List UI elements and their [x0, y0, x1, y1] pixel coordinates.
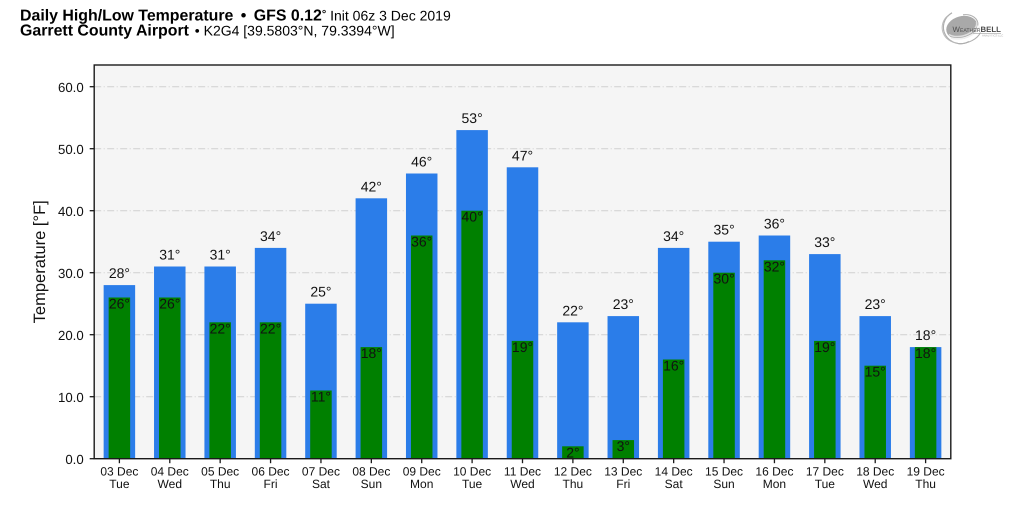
svg-text:Sun: Sun — [713, 477, 734, 491]
svg-text:Sat: Sat — [665, 477, 684, 491]
svg-text:08 Dec: 08 Dec — [352, 465, 390, 479]
svg-text:40°: 40° — [462, 209, 483, 225]
svg-text:26°: 26° — [109, 296, 130, 312]
svg-text:16°: 16° — [663, 358, 684, 374]
svg-text:Wed: Wed — [863, 477, 887, 491]
svg-text:19 Dec: 19 Dec — [907, 465, 945, 479]
svg-text:Tue: Tue — [462, 477, 483, 491]
svg-text:13 Dec: 13 Dec — [604, 465, 642, 479]
svg-text:50.0: 50.0 — [58, 142, 84, 157]
svg-text:23°: 23° — [613, 296, 634, 312]
svg-text:32°: 32° — [764, 258, 785, 274]
svg-text:Sun: Sun — [361, 477, 382, 491]
svg-text:3°: 3° — [617, 438, 630, 454]
svg-text:33°: 33° — [814, 234, 835, 250]
svg-text:18 Dec: 18 Dec — [856, 465, 894, 479]
svg-text:34°: 34° — [260, 228, 281, 244]
svg-text:15°: 15° — [865, 364, 886, 380]
svg-text:Thu: Thu — [563, 477, 584, 491]
svg-text:34°: 34° — [663, 228, 684, 244]
svg-text:36°: 36° — [764, 216, 785, 232]
svg-text:0.0: 0.0 — [65, 452, 83, 467]
svg-text:05 Dec: 05 Dec — [201, 465, 239, 479]
svg-text:Temperature [°F]: Temperature [°F] — [31, 200, 49, 323]
svg-text:22°: 22° — [562, 302, 583, 318]
svg-text:18°: 18° — [361, 345, 382, 361]
svg-text:53°: 53° — [462, 110, 483, 126]
svg-text:46°: 46° — [411, 154, 432, 170]
svg-text:60.0: 60.0 — [58, 80, 84, 95]
svg-text:ANALYTICS LLC: ANALYTICS LLC — [982, 34, 1003, 38]
svg-text:11 Dec: 11 Dec — [504, 465, 541, 479]
svg-text:12 Dec: 12 Dec — [554, 465, 592, 479]
svg-text:10 Dec: 10 Dec — [453, 465, 491, 479]
svg-text:Tue: Tue — [109, 477, 130, 491]
svg-text:09 Dec: 09 Dec — [403, 465, 441, 479]
svg-text:04 Dec: 04 Dec — [151, 465, 189, 479]
svg-text:31°: 31° — [210, 247, 231, 263]
svg-text:28°: 28° — [109, 265, 130, 281]
svg-text:Mon: Mon — [763, 477, 786, 491]
svg-text:19°: 19° — [512, 339, 533, 355]
svg-text:19°: 19° — [814, 339, 835, 355]
svg-text:Sat: Sat — [312, 477, 331, 491]
svg-text:31°: 31° — [159, 247, 180, 263]
svg-text:WEATHERBELL: WEATHERBELL — [953, 25, 1002, 34]
svg-text:Tue: Tue — [815, 477, 836, 491]
svg-text:18°: 18° — [915, 345, 936, 361]
svg-text:Fri: Fri — [264, 477, 278, 491]
svg-text:40.0: 40.0 — [58, 204, 84, 219]
svg-text:07 Dec: 07 Dec — [302, 465, 340, 479]
svg-text:2°: 2° — [566, 444, 579, 460]
svg-text:18°: 18° — [915, 327, 936, 343]
svg-text:Wed: Wed — [158, 477, 182, 491]
svg-text:15 Dec: 15 Dec — [705, 465, 743, 479]
svg-text:Wed: Wed — [510, 477, 534, 491]
svg-text:06 Dec: 06 Dec — [252, 465, 290, 479]
svg-text:Garrett County Airport • K2G4: Garrett County Airport • K2G4 [39.5803°N… — [20, 23, 395, 40]
svg-text:35°: 35° — [714, 222, 735, 238]
svg-text:47°: 47° — [512, 147, 533, 163]
svg-text:17 Dec: 17 Dec — [806, 465, 844, 479]
svg-text:23°: 23° — [865, 296, 886, 312]
svg-text:30.0: 30.0 — [58, 266, 84, 281]
svg-text:26°: 26° — [159, 296, 180, 312]
svg-text:Daily High/Low Temperature • G: Daily High/Low Temperature • GFS 0.12° I… — [20, 7, 451, 24]
svg-text:16 Dec: 16 Dec — [755, 465, 793, 479]
svg-text:Thu: Thu — [210, 477, 231, 491]
svg-text:10.0: 10.0 — [58, 390, 84, 405]
svg-text:22°: 22° — [210, 320, 231, 336]
svg-text:14 Dec: 14 Dec — [655, 465, 693, 479]
svg-text:Fri: Fri — [616, 477, 630, 491]
svg-text:25°: 25° — [310, 284, 331, 300]
svg-text:22°: 22° — [260, 320, 281, 336]
svg-text:30°: 30° — [714, 271, 735, 287]
svg-text:42°: 42° — [361, 178, 382, 194]
svg-text:36°: 36° — [411, 234, 432, 250]
svg-text:11°: 11° — [311, 389, 331, 405]
svg-text:Thu: Thu — [915, 477, 936, 491]
svg-text:Mon: Mon — [410, 477, 433, 491]
svg-text:20.0: 20.0 — [58, 328, 84, 343]
svg-text:03 Dec: 03 Dec — [100, 465, 138, 479]
